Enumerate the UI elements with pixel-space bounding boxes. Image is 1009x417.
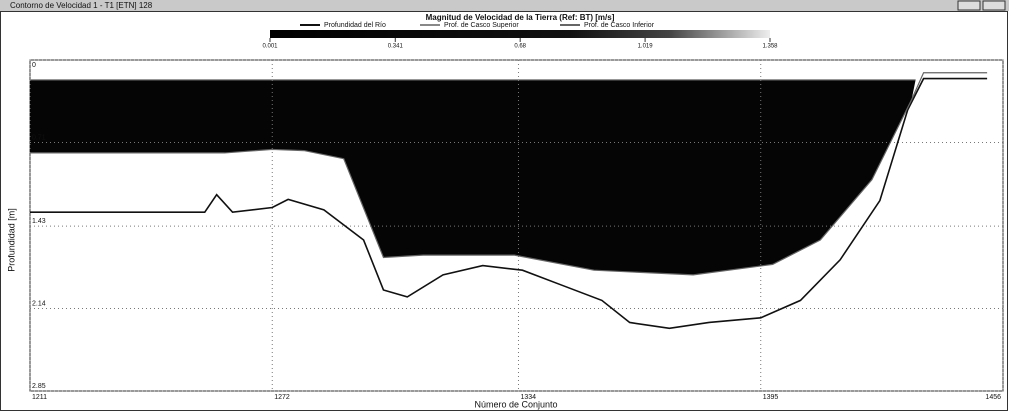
plot-frame bbox=[29, 59, 1004, 392]
y-axis-label: Profundidad [m] bbox=[6, 208, 16, 272]
colorbar bbox=[270, 30, 770, 38]
title-bar bbox=[0, 0, 1009, 11]
window-title: Contorno de Velocidad 1 - T1 [ETN] 128 bbox=[10, 1, 153, 10]
legend-label: Prof. de Casco Superior bbox=[444, 22, 519, 29]
y-tick-label: 1.43 bbox=[32, 218, 46, 225]
x-axis-label: Número de Conjunto bbox=[474, 399, 557, 409]
x-tick-label: 1395 bbox=[763, 394, 779, 401]
legend-label: Profundidad del Río bbox=[324, 22, 386, 29]
y-tick-label: 0.71 bbox=[32, 134, 46, 141]
colorbar-tick-label: 1.358 bbox=[762, 44, 778, 50]
x-tick-label: 1334 bbox=[520, 394, 536, 401]
series-line bbox=[30, 77, 988, 330]
y-tick-label: 2.85 bbox=[32, 383, 46, 390]
minimize-button[interactable] bbox=[957, 0, 981, 11]
colorbar-tick-label: 0.341 bbox=[388, 44, 404, 50]
y-tick-label: 2.14 bbox=[32, 300, 46, 307]
x-tick-label: 1272 bbox=[274, 394, 290, 401]
colorbar-tick-label: 0.68 bbox=[514, 44, 526, 50]
series-line bbox=[30, 72, 988, 276]
chart-title: Magnitud de Velocidad de la Tierra (Ref:… bbox=[426, 13, 615, 22]
colorbar-tick-label: 1.019 bbox=[638, 44, 654, 50]
legend-label: Prof. de Casco Inferior bbox=[584, 22, 655, 29]
close-button[interactable] bbox=[982, 0, 1006, 11]
colorbar-tick-label: 0.001 bbox=[262, 44, 278, 50]
window-frame bbox=[0, 11, 1008, 411]
velocity-contour bbox=[30, 79, 916, 275]
x-tick-label: 1211 bbox=[32, 394, 47, 401]
x-tick-label: 1456 bbox=[985, 394, 1001, 401]
y-tick-label: 0 bbox=[32, 62, 36, 69]
